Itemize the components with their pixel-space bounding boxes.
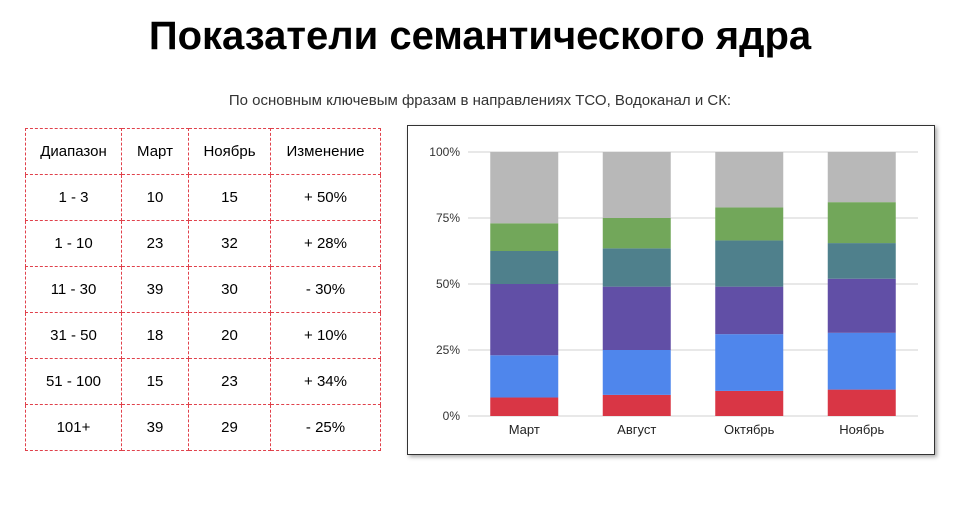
bar-segment — [602, 218, 671, 249]
bar-segment — [827, 243, 896, 279]
table-cell: 32 — [188, 220, 271, 267]
table-cell: 15 — [121, 358, 189, 405]
bar-segment — [602, 394, 671, 416]
stacked-bar-chart: 0% 25% 50% 75% 100% Март Август Октябрь Ноябрь — [407, 125, 935, 455]
bar-segment — [490, 152, 559, 224]
y-tick-label: 25% — [436, 343, 460, 357]
bar-segment — [602, 152, 671, 218]
bar-segment — [827, 278, 896, 333]
x-tick-label: Ноябрь — [839, 422, 884, 437]
bar-segment — [602, 286, 671, 350]
table-header-row: Диапазон Март Ноябрь Изменение — [25, 128, 381, 175]
header-cell: Март — [121, 128, 189, 175]
x-tick-label: Октябрь — [724, 422, 775, 437]
bar-segment — [715, 286, 784, 335]
table-cell: 1 - 3 — [25, 174, 122, 221]
table-cell: 29 — [188, 404, 271, 451]
table-cell: + 34% — [270, 358, 381, 405]
bar-segment — [827, 332, 896, 390]
bar-segment — [490, 251, 559, 284]
y-tick-label: 50% — [436, 277, 460, 291]
table-cell: 39 — [121, 266, 189, 313]
table-row: 101+ 39 29- 25% — [25, 404, 381, 451]
bar-segment — [827, 389, 896, 416]
ranges-table: Диапазон Март Ноябрь Изменение 1 - 3 10 15 + 50… — [25, 128, 381, 451]
table-cell: 30 — [188, 266, 271, 313]
page-title: Показатели семантического ядра — [148, 14, 812, 58]
table-cell: 23 — [188, 358, 271, 405]
table-cell: 15 — [188, 174, 271, 221]
bar-segment — [602, 350, 671, 395]
bar-segment — [490, 223, 559, 251]
chart-svg: 0% 25% 50% 75% 100% Март Август Октябрь Ноябрь — [429, 145, 918, 437]
bar-segment — [715, 152, 784, 208]
table-row: 31 - 50 18 20 + 10% — [25, 312, 381, 359]
bar-segment — [715, 334, 784, 391]
bar-segment — [827, 152, 896, 203]
table-cell: - 30% — [270, 266, 381, 313]
table-row: 1 - 3 10 15 + 50% — [25, 174, 381, 221]
table-cell: 11 - 30 — [25, 266, 122, 313]
table-cell: 39 — [121, 404, 189, 451]
bar-segment — [715, 207, 784, 241]
y-tick-label: 75% — [436, 211, 460, 225]
x-tick-label: Март — [509, 422, 540, 437]
bar-segment — [602, 248, 671, 287]
x-tick-label: Август — [617, 422, 656, 437]
bar-segment — [827, 202, 896, 244]
table-cell: + 50% — [270, 174, 381, 221]
table-cell: 1 - 10 — [25, 220, 122, 267]
table-cell: 51 - 100 — [25, 358, 122, 405]
table-cell: + 10% — [270, 312, 381, 359]
table-cell: 31 - 50 — [25, 312, 122, 359]
y-tick-label: 0% — [443, 409, 461, 423]
table-cell: 101+ — [25, 404, 122, 451]
table-cell: 18 — [121, 312, 189, 359]
table-cell: + 28% — [270, 220, 381, 267]
table-row: 1 - 10 23 32 + 28% — [25, 220, 381, 267]
bar-segment — [490, 355, 559, 398]
table-row: 51 - 100 15 23 + 34% — [25, 358, 381, 405]
header-cell: Ноябрь — [188, 128, 271, 175]
table-row: 11 - 30 39 30- 30% — [25, 266, 381, 313]
bar-segment — [715, 240, 784, 287]
bar-segment — [715, 390, 784, 416]
page-subtitle: По основным ключевым фразам в направлени… — [228, 92, 732, 109]
table-cell: 10 — [121, 174, 189, 221]
header-cell: Изменение — [270, 128, 381, 175]
y-tick-label: 100% — [429, 145, 460, 159]
bar-segment — [490, 397, 559, 416]
bar-segment — [490, 284, 559, 356]
table-cell: - 25% — [270, 404, 381, 451]
table-cell: 23 — [121, 220, 189, 267]
table-cell: 20 — [188, 312, 271, 359]
header-cell: Диапазон — [25, 128, 122, 175]
